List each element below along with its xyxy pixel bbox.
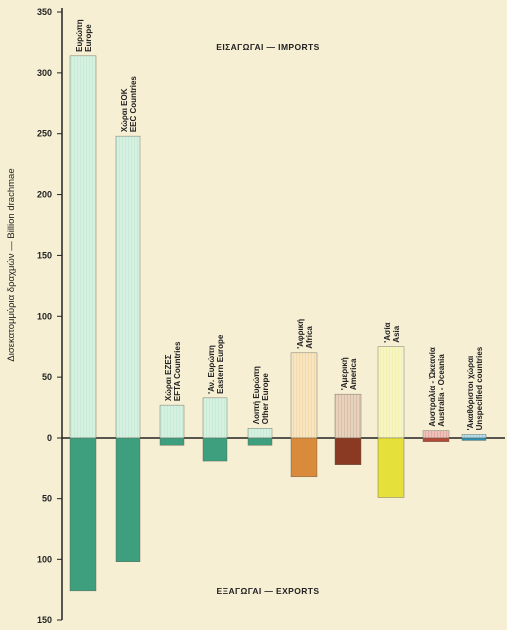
category-label-greek: 'Αφρική — [296, 319, 305, 349]
exports-panel-label: ΕΞΑΓΩΓΑΙ — EXPORTS — [217, 586, 320, 596]
category-label-english: America — [349, 358, 358, 390]
export-bar — [334, 437, 362, 465]
import-bar — [69, 55, 97, 439]
export-bar — [290, 437, 318, 478]
y-tick-label-exports: 50 — [42, 494, 52, 504]
export-bar — [461, 437, 487, 441]
import-bar — [247, 428, 273, 439]
category-label-english: EFTA Countries — [173, 341, 182, 401]
category-label-greek: Χώραι ΕΖΕΣ — [164, 354, 173, 401]
y-tick-label-imports: 150 — [37, 250, 52, 260]
category-label-english: Asia — [392, 325, 401, 342]
import-bar — [334, 393, 362, 439]
category-label-greek: Αυστραλία - Ώκεανία — [428, 347, 437, 427]
category-label-greek: 'Ακαθόριστοι χώραι — [466, 356, 475, 431]
export-bar — [377, 437, 405, 498]
export-bar — [247, 437, 273, 446]
import-bar — [461, 434, 487, 439]
export-bar — [159, 437, 185, 446]
import-bar — [377, 346, 405, 439]
import-bar — [290, 352, 318, 439]
imports-panel-label: ΕΙΣΑΓΩΓΑΙ — IMPORTS — [216, 42, 319, 52]
y-tick-label-exports: 100 — [37, 554, 52, 564]
category-label-greek: Χώραι ΕΟΚ — [120, 88, 129, 132]
y-tick-label-imports: 350 — [37, 7, 52, 17]
category-label-greek: Λοιπή Ευρώπη — [252, 366, 261, 424]
category-label-greek: 'Αν. Ευρώπη — [207, 345, 216, 394]
import-bar — [422, 430, 450, 439]
category-label-english: Australia - Oceania — [437, 354, 446, 427]
import-bar — [115, 135, 141, 439]
category-label-english: EEC Countries — [129, 76, 138, 133]
category-label-english: Eastern Europe — [216, 334, 225, 394]
category-label-greek: Ευρώπη — [75, 19, 84, 52]
export-bar — [422, 437, 450, 442]
category-label-greek: 'Αμερική — [340, 357, 349, 390]
y-tick-label-imports: 250 — [37, 129, 52, 139]
y-tick-label-imports: 50 — [42, 372, 52, 382]
import-bar — [159, 404, 185, 439]
y-tick-label-imports: 200 — [37, 190, 52, 200]
category-label-english: Europe — [84, 24, 93, 52]
category-label-english: Other Europe — [261, 373, 270, 425]
y-tick-label-imports: 300 — [37, 68, 52, 78]
y-tick-label-imports: 0 — [47, 433, 52, 443]
category-label-english: Unspecified countries — [475, 346, 484, 430]
export-bar — [202, 437, 228, 462]
export-bar — [69, 437, 97, 592]
import-bar — [202, 397, 228, 439]
y-axis-title: Δισεκατομμύρια δραχμών — Billion drachma… — [6, 168, 17, 361]
y-tick-label-imports: 100 — [37, 311, 52, 321]
category-label-english: Africa — [305, 326, 314, 349]
category-label-greek: 'Ασία — [383, 322, 392, 342]
export-bar — [115, 437, 141, 562]
y-tick-label-exports: 150 — [37, 615, 52, 625]
